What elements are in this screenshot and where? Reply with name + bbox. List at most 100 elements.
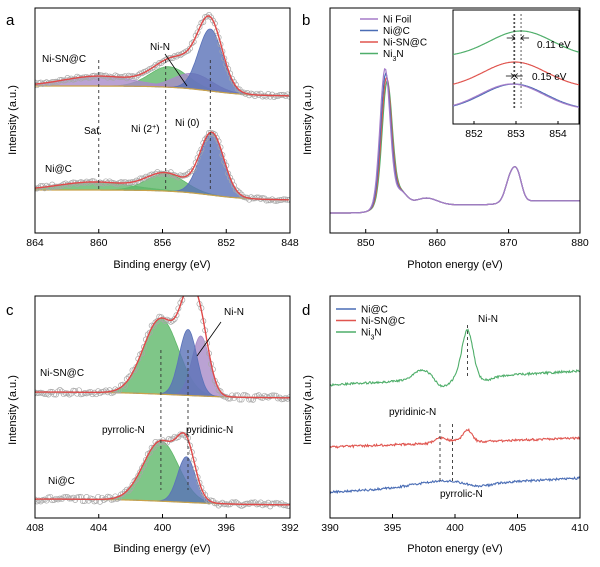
data-point [196, 296, 200, 297]
data-point [156, 60, 163, 66]
data-point [236, 189, 243, 196]
data-point [85, 74, 92, 81]
data-point [229, 75, 235, 82]
data-point [141, 175, 147, 182]
data-point [68, 390, 75, 397]
data-point [202, 136, 209, 143]
ni-n-pointer [164, 53, 188, 87]
data-point [79, 498, 86, 504]
x-tick-label: 392 [281, 522, 299, 534]
data-point [185, 170, 191, 177]
panel-b: b 850 860 870 880 Photon energy (eV) Intens… [302, 7, 589, 271]
panel-b-y-label: Intensity (a.u.) [302, 85, 314, 155]
data-point [206, 130, 212, 136]
x-tick-label: 404 [90, 522, 108, 534]
x-tick-label: 408 [26, 522, 44, 534]
panel-c-plot [35, 282, 290, 510]
series-line-ni3n [330, 328, 580, 388]
data-point [284, 503, 290, 510]
x-tick-label: 405 [509, 522, 527, 534]
legend-label: Ni Foil [383, 15, 411, 26]
data-point [146, 449, 153, 456]
label-pyrrolic-c: pyrrolic-N [102, 425, 145, 436]
panel-d-x-label: Photon energy (eV) [407, 543, 502, 555]
inset-x-ticks: 852 853 854 [465, 121, 567, 140]
data-point [129, 481, 136, 488]
data-point [185, 282, 190, 287]
label-ni-n: Ni-N [150, 42, 170, 53]
legend-label: Ni-SN@C [383, 38, 427, 49]
data-point [142, 456, 149, 463]
label-ni-n-d: Ni-N [478, 314, 498, 325]
panel-c-x-label: Binding energy (eV) [113, 543, 210, 555]
panel-b-frame [329, 7, 581, 234]
shift-arrow [505, 73, 515, 79]
x-tick-label: 856 [154, 237, 172, 249]
panel-b-x-ticks: 850 860 870 880 [357, 229, 589, 249]
data-point [286, 93, 290, 100]
series-line-ni-c [330, 475, 580, 494]
data-point [120, 381, 126, 388]
panel-letter-d: d [302, 302, 310, 319]
x-tick-label: 870 [500, 237, 518, 249]
data-point [152, 319, 159, 326]
label-sat: Sat. [84, 126, 102, 137]
data-point [202, 13, 209, 20]
data-point [100, 180, 107, 187]
legend-label: Ni3N [361, 328, 382, 342]
data-point [229, 499, 235, 506]
data-point [278, 91, 285, 98]
data-point [271, 94, 278, 100]
x-tick-label: 400 [154, 522, 172, 534]
data-point [193, 288, 198, 293]
data-point [200, 489, 207, 496]
panel-d: d 390 395 400 405 410 Photon energy (eV) Int… [302, 295, 589, 555]
data-point [93, 74, 100, 81]
x-tick-label: 864 [26, 237, 44, 249]
label-pyrrolic-d: pyrrolic-N [440, 489, 483, 500]
data-point [182, 290, 187, 295]
data-point [43, 497, 50, 504]
data-point [248, 194, 255, 201]
data-point [204, 496, 211, 503]
data-point [194, 29, 201, 36]
data-point [47, 184, 54, 191]
data-point [121, 178, 128, 185]
data-point [253, 194, 260, 201]
series-line-ni-foil [330, 67, 580, 214]
data-point [186, 45, 193, 52]
inset-plot [453, 14, 579, 110]
data-point [234, 187, 241, 194]
data-point [95, 388, 102, 395]
panel-a: a 864 860 856 852 848 Binding energy (eV) In… [6, 7, 299, 271]
data-point [267, 93, 274, 100]
data-point [227, 395, 234, 402]
data-point [209, 17, 216, 24]
data-point [98, 494, 105, 501]
data-point [135, 72, 142, 79]
x-tick-label: 850 [357, 237, 375, 249]
label-ni-snc: Ni-SN@C [42, 54, 86, 65]
panel-a-y-label: Intensity (a.u.) [7, 85, 19, 155]
data-point [181, 49, 188, 56]
panel-d-plot [330, 325, 580, 494]
data-point [244, 393, 251, 400]
data-point [49, 497, 56, 504]
data-point [51, 183, 58, 190]
label-ni-c: Ni@C [45, 164, 72, 175]
fit-envelope [35, 296, 290, 399]
inset-tick-label: 853 [507, 128, 525, 140]
data-point [35, 389, 42, 396]
data-point [87, 74, 94, 81]
data-point [181, 432, 188, 439]
x-tick-label: 880 [571, 237, 589, 249]
data-point [253, 90, 260, 97]
label-ni-snc-c: Ni-SN@C [40, 368, 84, 379]
panel-d-y-label: Intensity (a.u.) [302, 375, 314, 445]
data-point [232, 186, 239, 193]
data-point [211, 131, 218, 138]
x-tick-label: 410 [571, 522, 589, 534]
data-point [251, 393, 258, 400]
inset-tick-label: 852 [465, 128, 483, 140]
